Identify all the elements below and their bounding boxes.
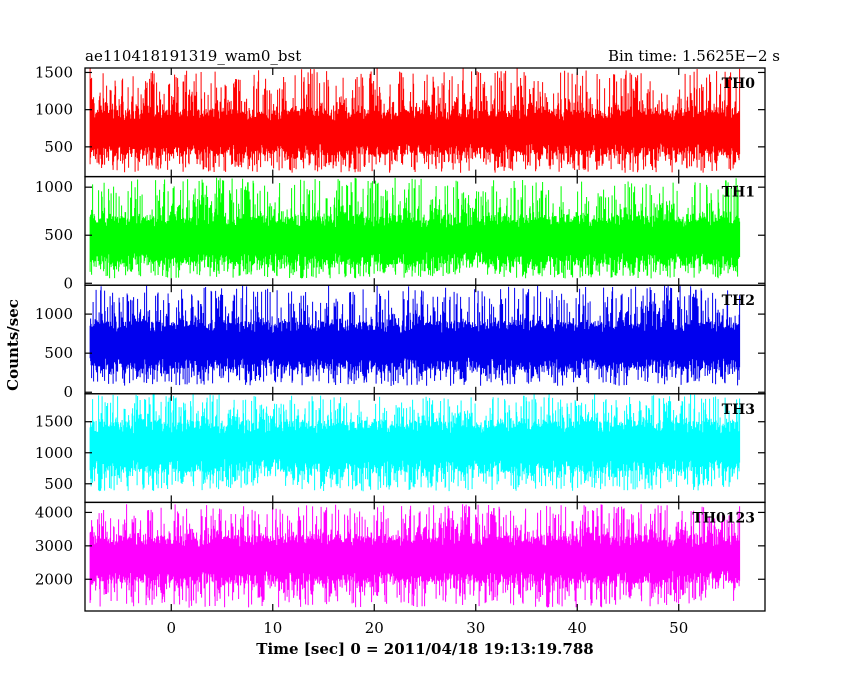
panel-label: TH2 — [722, 293, 755, 309]
y-tick-label: 500 — [44, 138, 73, 156]
chart-title-left: ae110418191319_wam0_bst — [85, 47, 301, 65]
panel-label: TH1 — [722, 185, 755, 201]
series-th0123 — [89, 504, 741, 608]
series-th2 — [89, 285, 741, 386]
series-th1 — [89, 177, 741, 279]
x-axis-title: Time [sec] 0 = 2011/04/18 19:13:19.788 — [256, 640, 593, 658]
x-tick-label: 30 — [466, 619, 485, 637]
chart-title-right: Bin time: 1.5625E−2 s — [608, 47, 780, 65]
panel-th2: 0 500 1000 TH2 — [35, 284, 766, 401]
panel-frame — [84, 501, 766, 612]
y-tick-label: 500 — [44, 475, 73, 493]
panel-th3: 500 1000 1500 TH3 — [35, 393, 766, 504]
y-tick-label: 1500 — [35, 63, 73, 81]
panel-th1: 0 500 1000 TH1 — [35, 175, 766, 292]
y-tick-label: 500 — [44, 344, 73, 362]
x-tick-label: 20 — [365, 619, 384, 637]
y-tick-label: 500 — [44, 226, 73, 244]
y-tick-label: 1000 — [35, 101, 73, 119]
y-tick-label: 1000 — [35, 305, 73, 323]
x-tick-label: 0 — [166, 619, 176, 637]
x-tick-label: 40 — [568, 619, 587, 637]
panel-label: TH0 — [722, 76, 756, 92]
series-th3 — [89, 394, 741, 492]
y-tick-label: 0 — [63, 383, 73, 401]
y-tick-label: 2000 — [35, 570, 73, 588]
y-tick-label: 1500 — [35, 413, 73, 431]
y-tick-label: 0 — [63, 274, 73, 292]
y-tick-label: 4000 — [35, 503, 73, 521]
x-tick-label: 50 — [669, 619, 688, 637]
panel-th0123: 2000 3000 4000 TH0123 — [35, 501, 766, 612]
x-tick-label: 10 — [263, 619, 282, 637]
panel-th0: 500 1000 1500 TH0 — [35, 63, 766, 178]
y-tick-label: 3000 — [35, 537, 73, 555]
y-axis-title: Counts/sec — [4, 299, 22, 391]
y-tick-label: 1000 — [35, 178, 73, 196]
y-tick-label: 1000 — [35, 444, 73, 462]
panel-label: TH3 — [722, 402, 755, 418]
series-th0 — [89, 68, 741, 173]
panel-label: TH0123 — [692, 510, 755, 526]
